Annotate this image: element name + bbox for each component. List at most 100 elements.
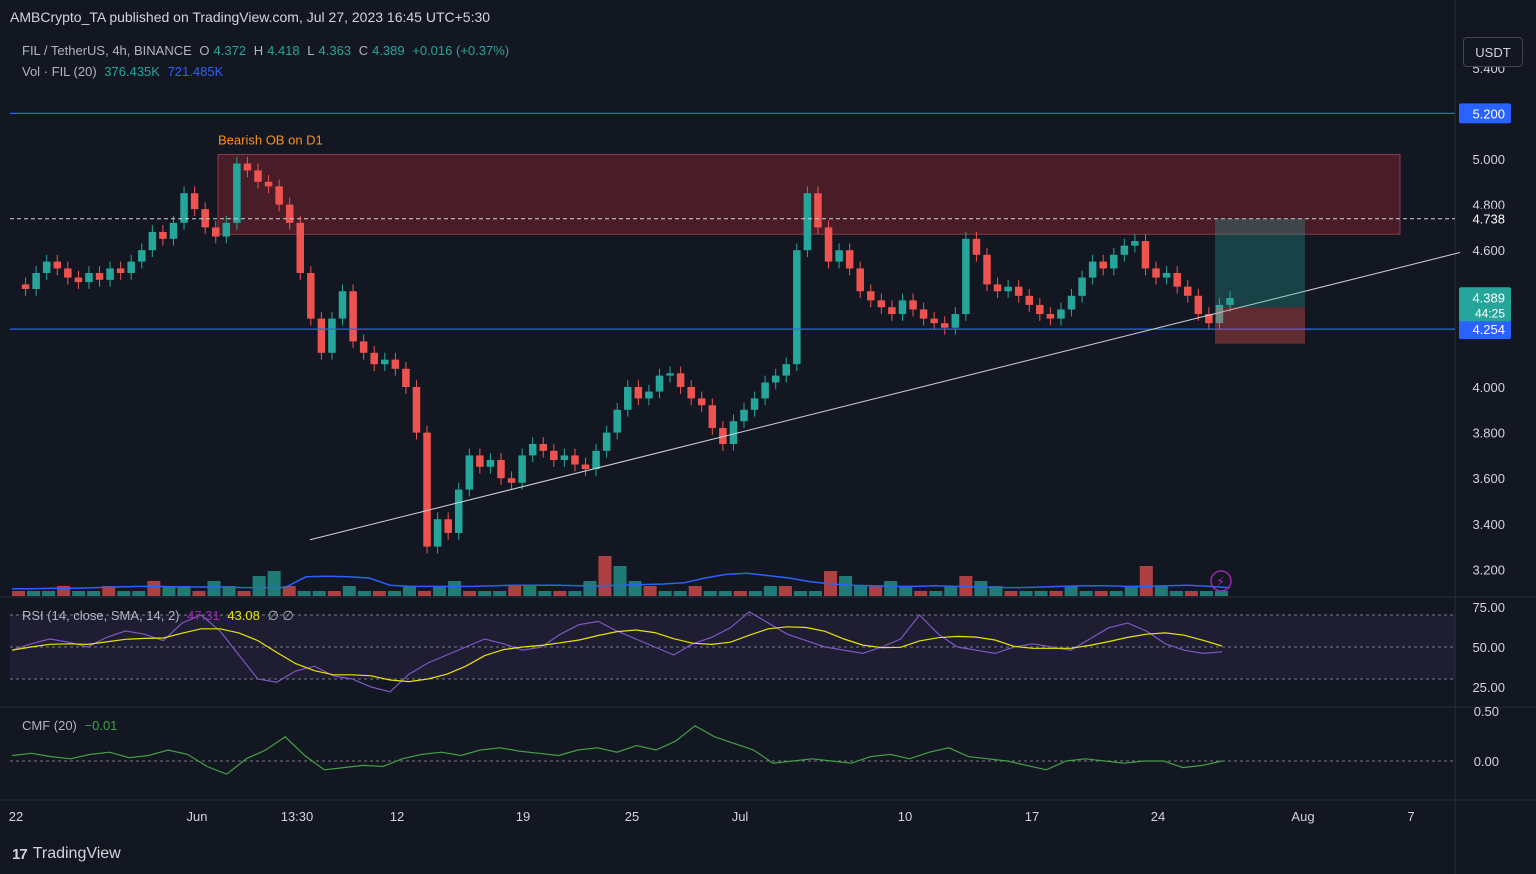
time-tick-label: 25: [625, 809, 639, 824]
candle-body: [433, 519, 442, 547]
rsi-label[interactable]: RSI (14, close, SMA, 14, 2): [22, 608, 180, 623]
long-position-target-zone: [1215, 218, 1305, 308]
candle-body: [602, 432, 611, 451]
volume-bar: [1094, 591, 1108, 596]
time-tick-label: 17: [1025, 809, 1039, 824]
last-price-label: 4.389: [1472, 290, 1505, 305]
volume-bar: [899, 586, 913, 596]
candle-body: [729, 421, 738, 444]
resistance-price-label: 5.200: [1472, 106, 1505, 121]
volume-bar: [914, 591, 928, 596]
volume-legend: Vol · FIL (20) 376.435K 721.485K: [22, 64, 227, 79]
volume-ma-line: [12, 572, 1231, 590]
time-tick-label: Jun: [187, 809, 208, 824]
volume-bar: [1004, 591, 1018, 596]
candle-body: [814, 193, 822, 228]
volume-bar: [778, 586, 792, 596]
candle-body: [243, 163, 252, 171]
candle-body: [1057, 309, 1065, 319]
time-tick-label: 12: [390, 809, 404, 824]
candle-body: [190, 193, 199, 210]
volume-bar: [538, 591, 552, 596]
currency-button[interactable]: USDT: [1463, 37, 1523, 67]
candle-body: [159, 231, 167, 239]
candle-body: [993, 284, 1002, 292]
candle-body: [296, 222, 305, 273]
candle-body: [222, 222, 231, 237]
time-tick-label: 22: [9, 809, 23, 824]
cmf-line: [11, 725, 1223, 775]
tradingview-mark-icon: 17: [12, 845, 28, 863]
cmf-tick-label: 0.00: [1474, 754, 1499, 769]
volume-bar: [748, 591, 762, 596]
volume-bar: [132, 591, 146, 596]
candle-body: [476, 455, 484, 467]
candle-body: [1215, 304, 1224, 324]
volume-bar: [418, 591, 432, 596]
close-value: 4.389: [372, 43, 405, 58]
candle-body: [1120, 245, 1129, 255]
volume-bar: [267, 571, 281, 596]
cmf-value: −0.01: [84, 718, 118, 733]
candle-body: [169, 222, 178, 239]
candle-body: [127, 261, 135, 273]
dashed-price-label: 4.738: [1472, 212, 1505, 227]
cmf-legend: CMF (20) −0.01: [22, 718, 121, 733]
candle-body: [782, 364, 791, 376]
candle-body: [856, 268, 864, 292]
volume-bar: [523, 586, 537, 596]
volume-bar: [433, 586, 447, 596]
volume-bar: [147, 581, 161, 596]
volume-bar: [884, 581, 898, 596]
candle-body: [940, 323, 949, 328]
volume-bar: [688, 586, 702, 596]
candle-body: [824, 227, 833, 262]
rsi-tick-label: 50.00: [1472, 640, 1505, 655]
candle-body: [845, 250, 854, 269]
candle-body: [1226, 298, 1234, 305]
price-tick-label: 5.000: [1472, 152, 1505, 167]
price-tick-label: 3.200: [1472, 562, 1505, 577]
candle-body: [116, 268, 125, 273]
volume-bar: [583, 581, 597, 596]
candle-body: [1036, 304, 1044, 315]
candle-body: [676, 373, 685, 387]
candle-body: [528, 444, 537, 456]
candle-body: [867, 291, 875, 301]
volume-bar: [658, 591, 672, 596]
volume-bar: [27, 591, 41, 596]
candle-body: [95, 273, 104, 280]
volume-bar: [718, 591, 732, 596]
candle-body: [359, 341, 368, 353]
volume-label[interactable]: Vol · FIL (20): [22, 64, 97, 79]
candle-body: [613, 409, 621, 433]
time-tick-label: Jul: [732, 809, 749, 824]
rsi-extra: ∅ ∅: [267, 608, 294, 623]
candle-body: [687, 387, 695, 399]
volume-bar: [327, 591, 341, 596]
candle-body: [539, 444, 548, 451]
candle-body: [560, 455, 569, 460]
time-tick-label: 24: [1151, 809, 1165, 824]
volume-bar: [463, 591, 477, 596]
volume-bar: [568, 591, 582, 596]
candle-body: [1183, 286, 1192, 296]
volume-bar: [282, 586, 296, 596]
volume-bar: [342, 586, 356, 596]
volume-bar: [357, 591, 371, 596]
symbol-name[interactable]: FIL / TetherUS, 4h, BINANCE: [22, 43, 192, 58]
volume-bar: [929, 591, 943, 596]
tradingview-logo[interactable]: 17 TradingView: [12, 845, 121, 863]
volume-bar: [1199, 591, 1213, 596]
candle-body: [803, 193, 812, 251]
volume-bar: [839, 576, 853, 596]
candle-body: [106, 268, 114, 280]
candle-body: [275, 186, 283, 205]
volume-bar: [598, 556, 612, 596]
high-label: H: [253, 43, 264, 58]
lightning-icon: [1210, 570, 1232, 592]
cmf-label[interactable]: CMF (20): [22, 718, 77, 733]
rsi-tick-label: 25.00: [1472, 680, 1505, 695]
volume-bar: [402, 586, 416, 596]
